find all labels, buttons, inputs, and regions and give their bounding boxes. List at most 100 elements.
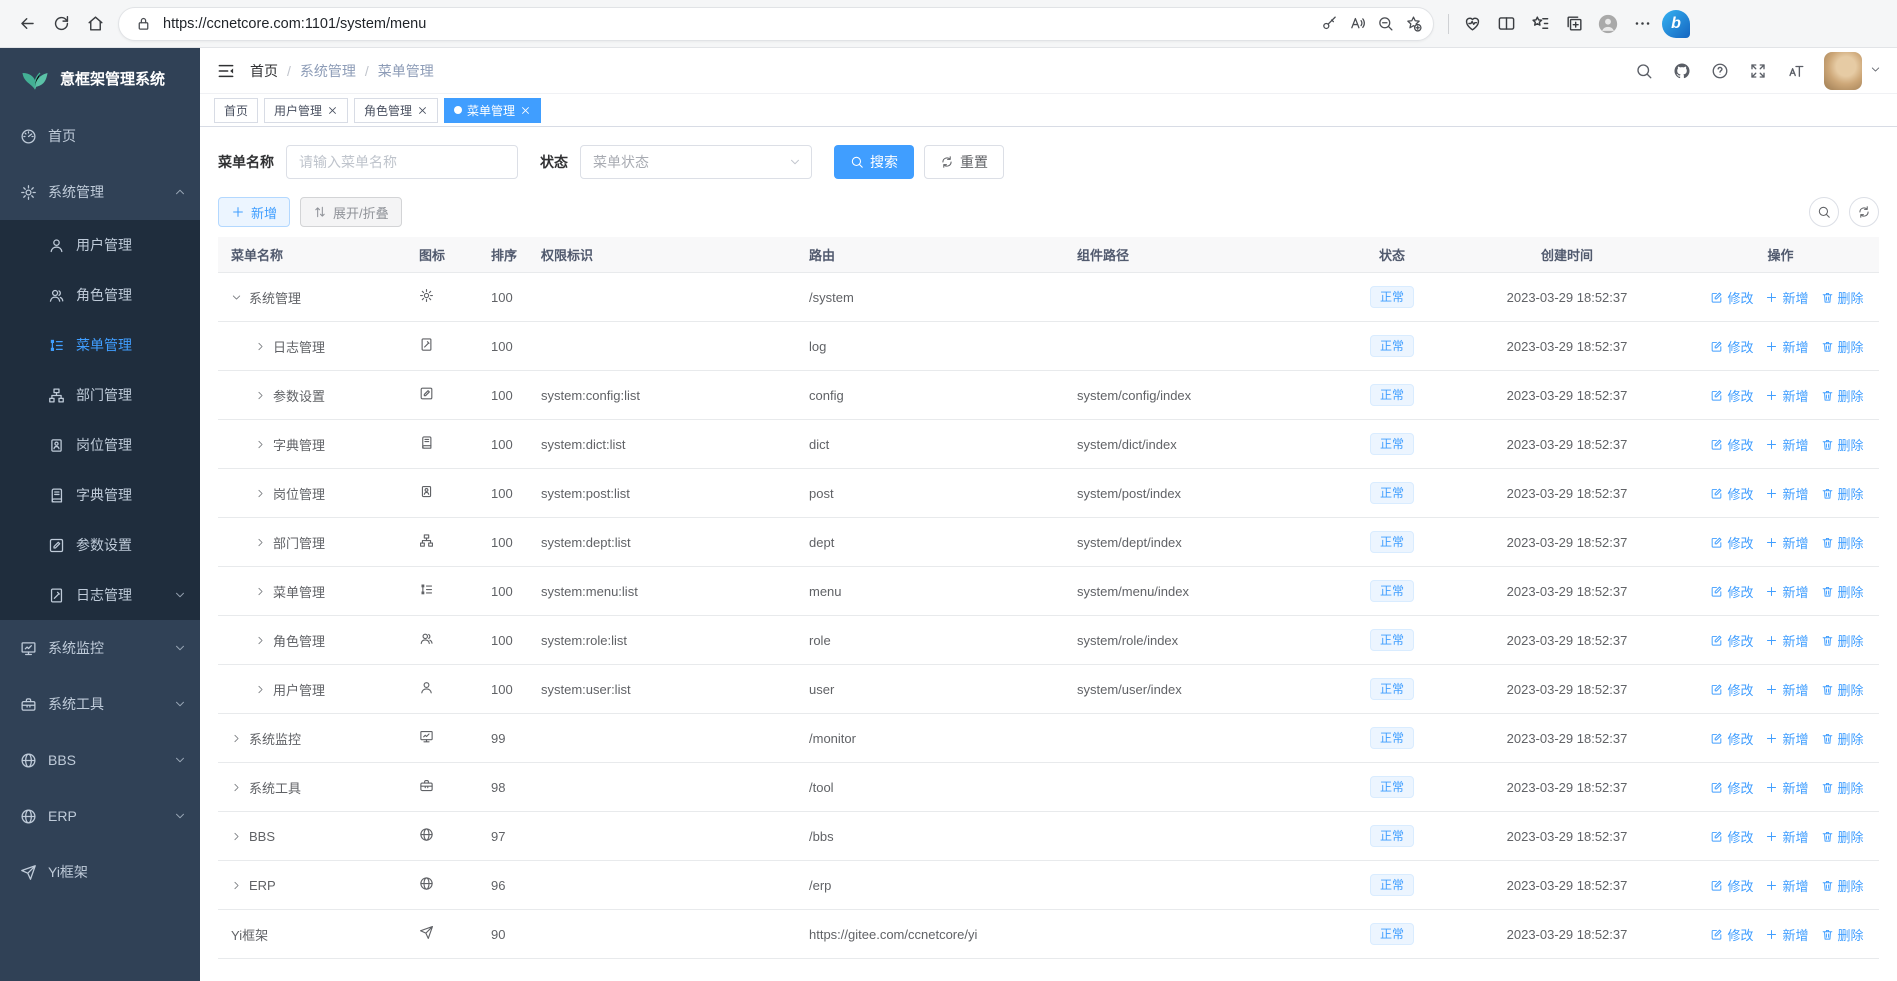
- sidebar-item-dept[interactable]: 部门管理: [0, 370, 200, 420]
- sidebar-item-erp[interactable]: ERP: [0, 788, 200, 844]
- browser-back-button[interactable]: [10, 7, 44, 41]
- delete-link[interactable]: 删除: [1821, 925, 1864, 944]
- row-expand-icon[interactable]: [255, 586, 266, 597]
- sidebar-item-role[interactable]: 角色管理: [0, 270, 200, 320]
- browser-menu-icon[interactable]: [1625, 7, 1659, 41]
- edit-link[interactable]: 修改: [1710, 533, 1753, 552]
- add-link[interactable]: 新增: [1765, 386, 1809, 405]
- fullscreen-icon[interactable]: [1742, 55, 1774, 87]
- show-search-icon[interactable]: [1809, 197, 1839, 227]
- edit-link[interactable]: 修改: [1710, 288, 1753, 307]
- add-link[interactable]: 新增: [1765, 484, 1809, 503]
- zoom-out-icon[interactable]: [1371, 10, 1399, 38]
- delete-link[interactable]: 删除: [1821, 827, 1864, 846]
- avatar-dropdown-icon[interactable]: [1870, 62, 1881, 80]
- row-expand-icon[interactable]: [231, 831, 242, 842]
- collections-icon[interactable]: [1557, 7, 1591, 41]
- tab-close-icon[interactable]: [327, 105, 338, 116]
- sidebar-item-bbs[interactable]: BBS: [0, 732, 200, 788]
- sidebar-collapse-icon[interactable]: [216, 61, 236, 81]
- add-link[interactable]: 新增: [1765, 435, 1809, 454]
- sidebar-item-home[interactable]: 首页: [0, 108, 200, 164]
- delete-link[interactable]: 删除: [1821, 533, 1864, 552]
- row-expand-icon[interactable]: [255, 537, 266, 548]
- github-icon[interactable]: [1666, 55, 1698, 87]
- site-security-lock-icon[interactable]: [129, 10, 157, 38]
- tab-home[interactable]: 首页: [214, 97, 259, 123]
- address-url[interactable]: https://ccnetcore.com:1101/system/menu: [163, 15, 427, 32]
- delete-link[interactable]: 删除: [1821, 582, 1864, 601]
- sidebar-item-system[interactable]: 系统管理: [0, 164, 200, 220]
- user-avatar[interactable]: [1824, 51, 1862, 90]
- delete-link[interactable]: 删除: [1821, 631, 1864, 650]
- edit-link[interactable]: 修改: [1710, 631, 1753, 650]
- row-expand-icon[interactable]: [231, 733, 242, 744]
- refresh-table-icon[interactable]: [1849, 197, 1879, 227]
- delete-link[interactable]: 删除: [1821, 778, 1864, 797]
- browser-reload-button[interactable]: [44, 7, 78, 41]
- search-button[interactable]: 搜索: [834, 145, 914, 179]
- sidebar-item-config[interactable]: 参数设置: [0, 520, 200, 570]
- edit-link[interactable]: 修改: [1710, 729, 1753, 748]
- password-key-icon[interactable]: [1315, 10, 1343, 38]
- edit-link[interactable]: 修改: [1710, 778, 1753, 797]
- add-link[interactable]: 新增: [1765, 827, 1809, 846]
- add-link[interactable]: 新增: [1765, 533, 1809, 552]
- delete-link[interactable]: 删除: [1821, 729, 1864, 748]
- delete-link[interactable]: 删除: [1821, 337, 1864, 356]
- row-expand-icon[interactable]: [255, 488, 266, 499]
- copilot-icon[interactable]: b: [1659, 7, 1693, 41]
- tab-close-icon[interactable]: [520, 105, 531, 116]
- font-size-icon[interactable]: [1780, 55, 1812, 87]
- row-expand-icon[interactable]: [255, 390, 266, 401]
- edit-link[interactable]: 修改: [1710, 876, 1753, 895]
- delete-link[interactable]: 删除: [1821, 386, 1864, 405]
- breadcrumb-item-home[interactable]: 首页: [250, 62, 278, 79]
- add-link[interactable]: 新增: [1765, 729, 1809, 748]
- sidebar-item-menu[interactable]: 菜单管理: [0, 320, 200, 370]
- row-collapse-icon[interactable]: [231, 292, 242, 303]
- tab-menu[interactable]: 菜单管理: [444, 97, 542, 123]
- edit-link[interactable]: 修改: [1710, 435, 1753, 454]
- row-expand-icon[interactable]: [231, 880, 242, 891]
- tab-close-icon[interactable]: [417, 105, 428, 116]
- favorites-icon[interactable]: [1523, 7, 1557, 41]
- menu-name-input[interactable]: [286, 145, 518, 179]
- row-expand-icon[interactable]: [231, 782, 242, 793]
- edit-link[interactable]: 修改: [1710, 582, 1753, 601]
- add-link[interactable]: 新增: [1765, 778, 1809, 797]
- delete-link[interactable]: 删除: [1821, 876, 1864, 895]
- help-icon[interactable]: [1704, 55, 1736, 87]
- add-link[interactable]: 新增: [1765, 582, 1809, 601]
- tab-user[interactable]: 用户管理: [264, 97, 349, 123]
- reset-button[interactable]: 重置: [924, 145, 1004, 179]
- expand-collapse-button[interactable]: 展开/折叠: [300, 197, 402, 227]
- row-expand-icon[interactable]: [255, 341, 266, 352]
- sidebar-item-dict[interactable]: 字典管理: [0, 470, 200, 520]
- sidebar-item-monitor[interactable]: 系统监控: [0, 620, 200, 676]
- split-screen-icon[interactable]: [1489, 7, 1523, 41]
- address-bar[interactable]: https://ccnetcore.com:1101/system/menu: [118, 6, 1434, 41]
- add-link[interactable]: 新增: [1765, 631, 1809, 650]
- delete-link[interactable]: 删除: [1821, 484, 1864, 503]
- read-aloud-icon[interactable]: [1343, 10, 1371, 38]
- tab-role[interactable]: 角色管理: [354, 97, 439, 123]
- add-link[interactable]: 新增: [1765, 680, 1809, 699]
- browser-essentials-icon[interactable]: [1455, 7, 1489, 41]
- browser-profile-avatar[interactable]: [1591, 7, 1625, 41]
- edit-link[interactable]: 修改: [1710, 337, 1753, 356]
- sidebar-item-user[interactable]: 用户管理: [0, 220, 200, 270]
- edit-link[interactable]: 修改: [1710, 925, 1753, 944]
- sidebar-item-yi[interactable]: Yi框架: [0, 844, 200, 900]
- header-search-icon[interactable]: [1628, 55, 1660, 87]
- row-expand-icon[interactable]: [255, 635, 266, 646]
- add-link[interactable]: 新增: [1765, 288, 1809, 307]
- edit-link[interactable]: 修改: [1710, 827, 1753, 846]
- edit-link[interactable]: 修改: [1710, 680, 1753, 699]
- add-link[interactable]: 新增: [1765, 876, 1809, 895]
- add-favorite-icon[interactable]: [1399, 10, 1427, 38]
- browser-home-button[interactable]: [78, 7, 112, 41]
- delete-link[interactable]: 删除: [1821, 435, 1864, 454]
- edit-link[interactable]: 修改: [1710, 386, 1753, 405]
- delete-link[interactable]: 删除: [1821, 680, 1864, 699]
